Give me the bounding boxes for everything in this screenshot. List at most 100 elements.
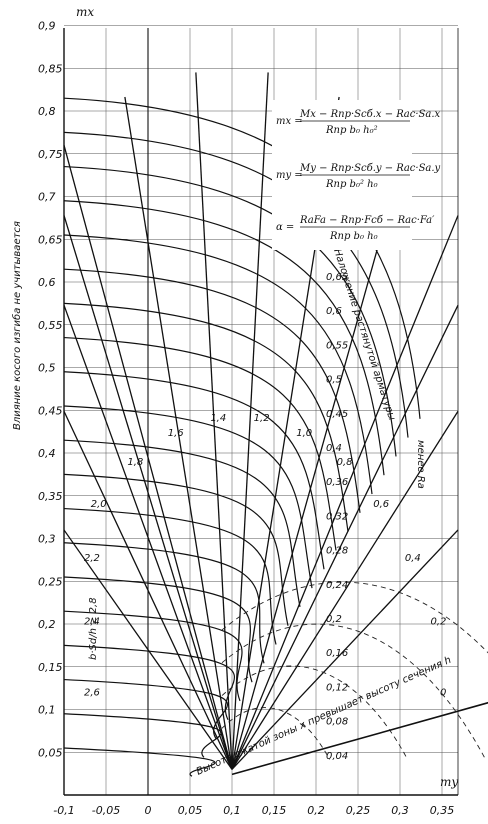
y-tick-label: 0,2 <box>38 618 56 631</box>
ratio-ray-label: 1,2 <box>254 413 270 424</box>
alpha-curve <box>63 234 373 495</box>
right-lower-note: менее Ra <box>415 440 426 489</box>
alpha-curve-label: 0,04 <box>326 751 348 762</box>
ratio-ray-label: 1,8 <box>127 457 143 468</box>
alpha-curve <box>63 473 289 626</box>
formula-my-lhs: my = <box>276 170 303 181</box>
x-tick-label: 0,05 <box>178 804 203 817</box>
left-ratio-note: b·Sd/h ≥ 2,8 <box>88 597 99 660</box>
alpha-curve-label: 0,24 <box>326 580 348 591</box>
y-tick-labels: 0,05 0,1 0,15 0,2 0,25 0,3 0,35 0,4 0,45 0,5 0,55 0… <box>38 20 63 760</box>
y-tick-label: 0,35 <box>38 490 63 503</box>
alpha-curve-label: 0,65 <box>326 272 348 283</box>
ratio-ray <box>195 72 233 770</box>
formula-mx-lhs: mx = <box>276 116 303 127</box>
alpha-curve-label: 0,08 <box>326 717 348 728</box>
ratio-ray <box>63 304 233 770</box>
ratio-ray-label: 2,0 <box>91 499 107 510</box>
ratio-ray-label: 1,6 <box>168 428 184 439</box>
formula-alpha-num: RaFa − Rпр·Fсб − Rас·Fa′ <box>299 215 435 226</box>
ratio-ray <box>63 215 233 770</box>
ratio-ray <box>231 215 459 770</box>
alpha-curve-label: 0,55 <box>326 340 348 351</box>
ratio-ray <box>231 529 459 770</box>
ratio-ray <box>63 410 233 770</box>
y-tick-label: 0,85 <box>38 62 63 75</box>
alpha-curve-label: 0,5 <box>326 375 342 386</box>
ratio-ray-label: 0,4 <box>405 553 421 564</box>
ratio-ray <box>63 529 233 770</box>
y-tick-label: 0,25 <box>38 575 63 588</box>
y-tick-label: 0,3 <box>38 533 56 546</box>
alpha-curve <box>63 268 361 513</box>
x-tick-label: -0,1 <box>53 804 74 817</box>
ratio-ray <box>231 304 459 770</box>
dashed-boundary-curve <box>221 581 488 654</box>
x-tick-label: -0,05 <box>92 804 120 817</box>
alpha-curve <box>63 747 216 777</box>
x-tick-label: 0 <box>145 804 152 817</box>
left-vertical-note: Влияние косого изгиба не учитывается <box>11 221 23 430</box>
ratio-ray-label: 1,4 <box>210 413 226 424</box>
ratio-ray-label: 2,4 <box>84 616 100 627</box>
formula-mx-den: Rпр b₀ h₀² <box>325 125 378 136</box>
y-tick-label: 0,65 <box>38 233 63 246</box>
alpha-curve-label: 0,2 <box>326 614 342 625</box>
lower-boundary-line <box>231 701 488 776</box>
y-tick-label: 0,75 <box>38 148 63 161</box>
alpha-curve <box>63 336 337 551</box>
alpha-curve-label: 0,6 <box>326 306 342 317</box>
ratio-ray <box>231 410 459 770</box>
formula-my-den: Rпр b₀² h₀ <box>325 179 378 190</box>
y-tick-label: 0,15 <box>38 661 63 674</box>
alpha-curve <box>63 371 325 570</box>
alpha-curve <box>63 302 349 532</box>
x-tick-label: 0,35 <box>430 804 455 817</box>
x-tick-label: 0,15 <box>262 804 287 817</box>
dashed-boundary-curve <box>221 707 330 760</box>
ratio-ray-label: 0,8 <box>337 457 353 468</box>
x-tick-label: 0,1 <box>223 804 241 817</box>
alpha-curve-label: 0,12 <box>326 682 348 693</box>
y-tick-label: 0,7 <box>38 191 56 204</box>
x-tick-label: 0,3 <box>391 804 409 817</box>
ratio-ray <box>63 145 233 770</box>
y-tick-label: 0,8 <box>38 105 56 118</box>
y-tick-label: 0,6 <box>38 276 56 289</box>
alpha-curve <box>63 507 277 645</box>
alpha-curve <box>63 644 235 721</box>
alpha-curve-label: 0,4 <box>326 443 342 454</box>
formula-block: mx = Mx − Rпр·Sсб.x − Rас·Sa.x Rпр b₀ h₀… <box>272 100 441 250</box>
alpha-curve-label: 0,16 <box>326 648 348 659</box>
alpha-curve-label: 0,45 <box>326 409 348 420</box>
x-axis-name: my <box>440 775 458 789</box>
ratio-ray-label: 1,0 <box>296 428 312 439</box>
formula-mx-num: Mx − Rпр·Sсб.x − Rас·Sa.x <box>299 109 441 120</box>
y-tick-label: 0,4 <box>38 447 56 460</box>
ratio-ray <box>231 72 269 770</box>
x-tick-label: 0,25 <box>346 804 371 817</box>
alpha-curve-label: 0,36 <box>326 477 348 488</box>
formula-my-num: My − Rпр·Sсб.y − Rас·Sa.y <box>299 163 441 174</box>
ratio-ray <box>124 96 233 770</box>
alpha-curve-label: 0,32 <box>326 511 348 522</box>
dashed-boundary-curves <box>221 581 488 776</box>
y-tick-label: 0,5 <box>38 362 56 375</box>
alpha-curve <box>63 678 228 739</box>
ratio-ray-label: 2,2 <box>84 553 100 564</box>
dashed-boundary-curve <box>221 623 486 760</box>
formula-alpha-lhs: α = <box>276 222 294 233</box>
x-tick-labels: -0,1 -0,05 0 0,05 0,1 0,15 0,2 0,25 0,3 0,35 <box>53 804 454 817</box>
alpha-curve <box>63 542 265 664</box>
y-tick-label: 0,1 <box>38 704 56 717</box>
dashed-boundary-curve <box>221 665 408 760</box>
ratio-ray-label: 2,6 <box>84 688 100 699</box>
y-tick-label: 0,05 <box>38 746 63 759</box>
ratio-ray-label: 0,2 <box>430 616 446 627</box>
alpha-curve-label: 0,28 <box>326 546 348 557</box>
y-axis-name: mx <box>76 5 94 19</box>
y-tick-label: 0,55 <box>38 319 63 332</box>
alpha-curve <box>63 405 313 589</box>
formula-alpha-den: Rпр b₀ h₀ <box>329 231 378 242</box>
